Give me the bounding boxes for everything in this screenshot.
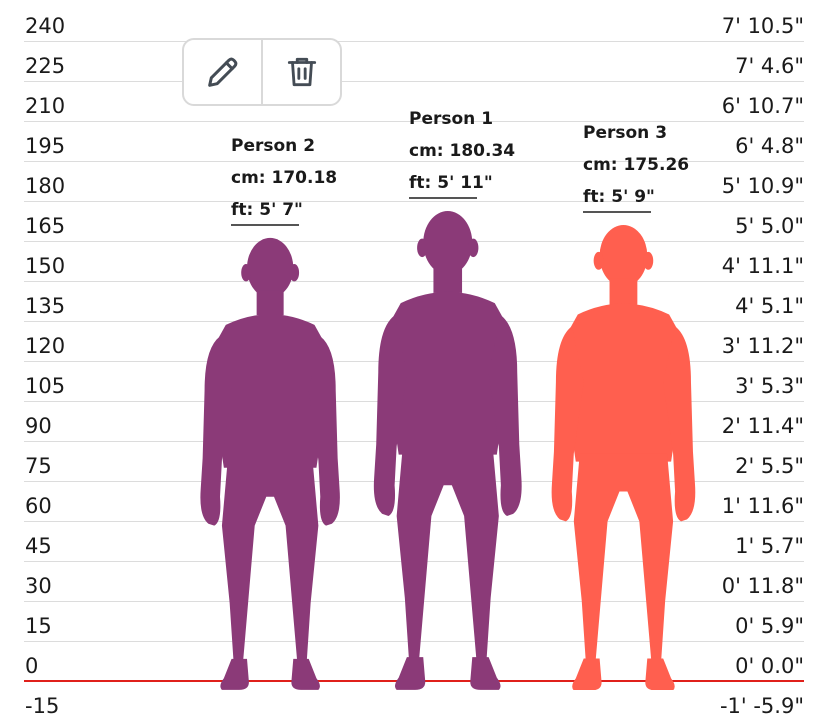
scale-label-ft: 5' 5.0" xyxy=(735,214,804,238)
scale-label-ft: 1' 5.7" xyxy=(735,534,804,558)
head-marker-line xyxy=(409,197,477,200)
person-info-label: Person 3 cm: 175.26 ft: 5' 9" xyxy=(583,117,689,213)
person-silhouette[interactable] xyxy=(544,223,703,690)
scale-label-ft: 4' 11.1" xyxy=(721,254,804,278)
scale-label-ft: 0' 0.0" xyxy=(735,654,804,678)
scale-label-cm: 165 xyxy=(25,214,66,238)
person-ft: ft: 5' 9" xyxy=(583,186,655,207)
delete-button[interactable] xyxy=(261,40,340,104)
gridline xyxy=(24,201,804,202)
gridline xyxy=(24,81,804,82)
scale-label-cm: 90 xyxy=(25,414,52,438)
head-marker-line xyxy=(231,224,299,227)
person-cm: cm: 170.18 xyxy=(231,168,338,189)
pencil-icon xyxy=(207,57,237,87)
gridline xyxy=(24,241,804,242)
scale-label-ft: 4' 5.1" xyxy=(735,294,804,318)
scale-label-cm: 135 xyxy=(25,294,66,318)
scale-label-ft: 0' 5.9" xyxy=(735,614,804,638)
gridline xyxy=(24,281,804,282)
scale-label-ft: 5' 10.9" xyxy=(721,174,804,198)
scale-label-cm: 60 xyxy=(25,494,52,518)
scale-label-ft: -1' -5.9" xyxy=(719,694,804,718)
scale-label-cm: -15 xyxy=(25,694,60,718)
scale-label-ft: 7' 4.6" xyxy=(735,54,804,78)
scale-label-ft: 0' 11.8" xyxy=(721,574,804,598)
scale-label-cm: 225 xyxy=(25,54,66,78)
figure-toolbar xyxy=(182,38,342,106)
scale-label-ft: 2' 11.4" xyxy=(721,414,804,438)
trash-icon xyxy=(287,57,316,87)
person-name: Person 2 xyxy=(231,136,316,157)
scale-label-cm: 45 xyxy=(25,534,52,558)
scale-label-cm: 240 xyxy=(25,14,66,38)
scale-label-cm: 105 xyxy=(25,374,66,398)
scale-label-cm: 30 xyxy=(25,574,52,598)
person-ft: ft: 5' 7" xyxy=(231,200,303,221)
scale-label-cm: 150 xyxy=(25,254,66,278)
gridline xyxy=(24,121,804,122)
gridline xyxy=(24,41,804,42)
person-silhouette[interactable] xyxy=(193,236,347,690)
edit-button[interactable] xyxy=(184,40,261,104)
person-cm: cm: 175.26 xyxy=(583,154,690,175)
scale-label-ft: 1' 11.6" xyxy=(721,494,804,518)
person-name: Person 1 xyxy=(409,109,494,130)
scale-label-cm: 0 xyxy=(25,654,39,678)
scale-label-ft: 3' 5.3" xyxy=(735,374,804,398)
head-marker-line xyxy=(583,210,651,213)
person-cm: cm: 180.34 xyxy=(409,141,516,162)
scale-label-ft: 7' 10.5" xyxy=(721,14,804,38)
person-info-label: Person 1 cm: 180.34 ft: 5' 11" xyxy=(409,103,516,200)
scale-label-ft: 3' 11.2" xyxy=(721,334,804,358)
person-ft: ft: 5' 11" xyxy=(409,173,493,194)
scale-label-cm: 120 xyxy=(25,334,66,358)
person-name: Person 3 xyxy=(583,122,668,143)
scale-label-ft: 6' 10.7" xyxy=(721,94,804,118)
person-silhouette[interactable] xyxy=(366,209,530,690)
person-info-label: Person 2 cm: 170.18 ft: 5' 7" xyxy=(231,130,338,227)
scale-label-ft: 6' 4.8" xyxy=(735,134,804,158)
scale-label-cm: 195 xyxy=(25,134,66,158)
scale-label-cm: 75 xyxy=(25,454,52,478)
scale-label-cm: 210 xyxy=(25,94,66,118)
gridline xyxy=(24,161,804,162)
scale-label-cm: 180 xyxy=(25,174,66,198)
scale-label-ft: 2' 5.5" xyxy=(735,454,804,478)
scale-label-cm: 15 xyxy=(25,614,52,638)
